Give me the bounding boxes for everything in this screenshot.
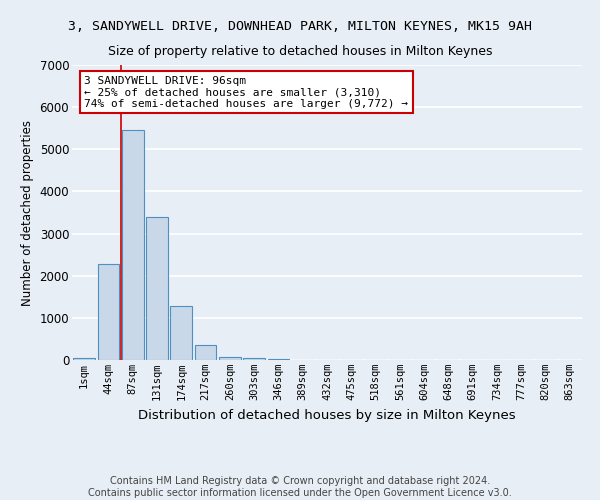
- Bar: [146, 217, 168, 360]
- Bar: [219, 356, 241, 360]
- Bar: [243, 358, 265, 360]
- Bar: [97, 264, 119, 360]
- Y-axis label: Number of detached properties: Number of detached properties: [21, 120, 34, 306]
- Bar: [194, 345, 217, 360]
- X-axis label: Distribution of detached houses by size in Milton Keynes: Distribution of detached houses by size …: [138, 408, 516, 422]
- Text: 3 SANDYWELL DRIVE: 96sqm
← 25% of detached houses are smaller (3,310)
74% of sem: 3 SANDYWELL DRIVE: 96sqm ← 25% of detach…: [84, 76, 408, 108]
- Bar: [170, 306, 192, 360]
- Text: Contains HM Land Registry data © Crown copyright and database right 2024.
Contai: Contains HM Land Registry data © Crown c…: [88, 476, 512, 498]
- Bar: [73, 358, 95, 360]
- Text: Size of property relative to detached houses in Milton Keynes: Size of property relative to detached ho…: [108, 45, 492, 58]
- Text: 3, SANDYWELL DRIVE, DOWNHEAD PARK, MILTON KEYNES, MK15 9AH: 3, SANDYWELL DRIVE, DOWNHEAD PARK, MILTO…: [68, 20, 532, 33]
- Bar: [122, 130, 143, 360]
- Bar: [268, 358, 289, 360]
